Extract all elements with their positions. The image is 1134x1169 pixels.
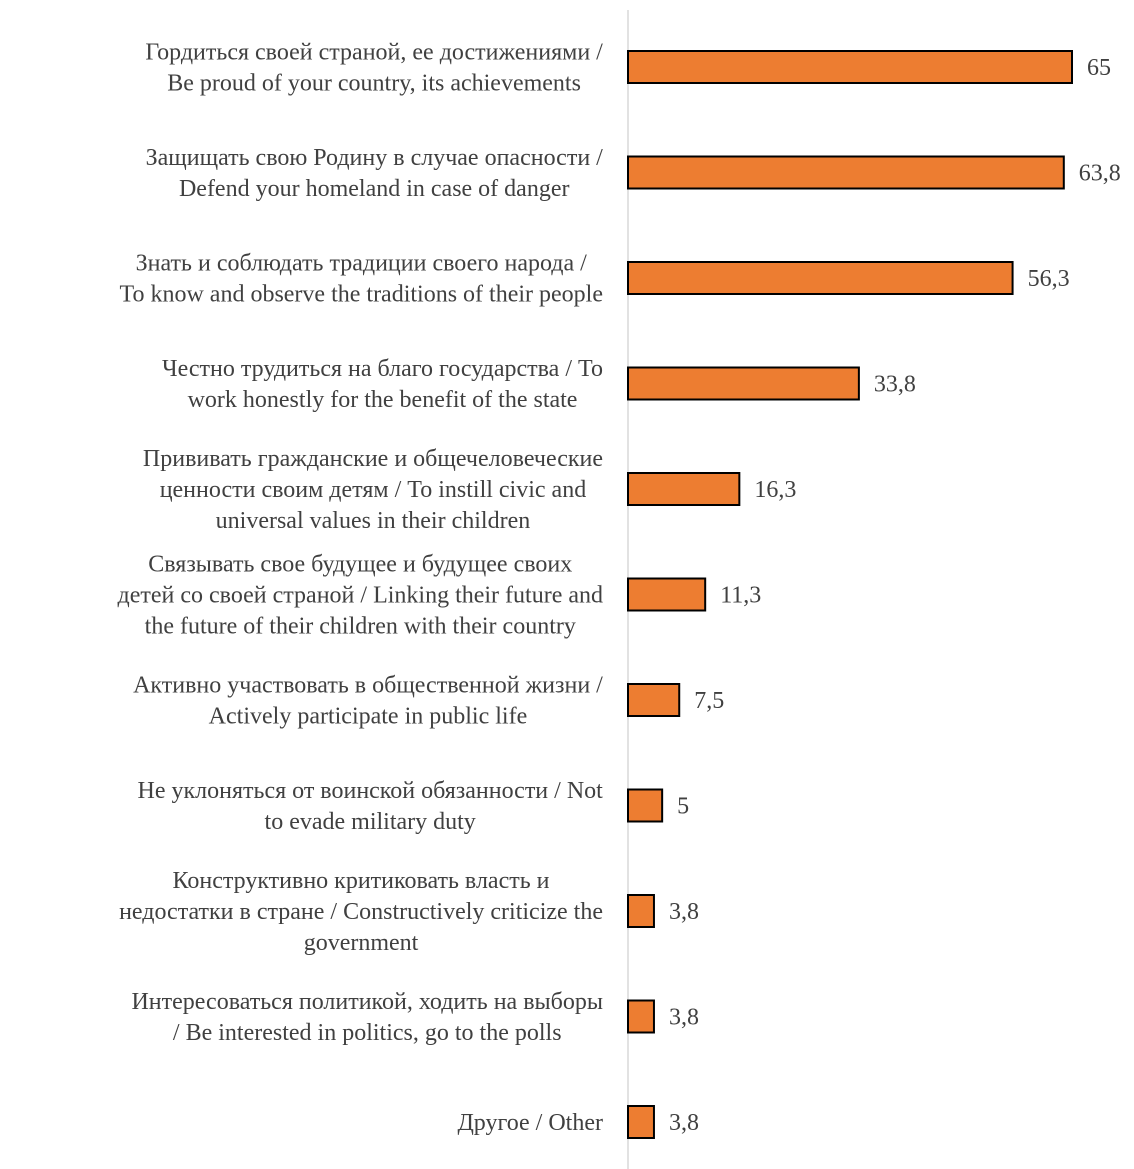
category-label-line: ценности своим детям / To instill civic …	[160, 477, 587, 503]
category-labels-group: Гордиться своей страной, ее достижениями…	[118, 40, 604, 1137]
category-label-line: Знать и соблюдать традиции своего народа…	[136, 251, 588, 277]
value-label: 11,3	[720, 583, 761, 609]
bar	[627, 472, 741, 506]
category-label-line: Прививать гражданские и общечеловеческие	[143, 446, 603, 472]
category-label-line: work honestly for the benefit of the sta…	[188, 387, 578, 413]
category-label-line: Защищать свою Родину в случае опасности …	[146, 145, 604, 171]
category-label: Связывать свое будущее и будущее своих де…	[118, 552, 603, 640]
category-label-line: Активно участвовать в общественной жизни…	[133, 673, 603, 699]
bar	[627, 366, 860, 401]
category-label-line: government	[304, 930, 419, 956]
bar	[627, 1105, 655, 1139]
bar	[627, 155, 1065, 190]
category-label-line: Не уклоняться от воинской обязанности / …	[138, 778, 604, 804]
category-label: Активно участвовать в общественной жизни…	[133, 673, 603, 730]
category-label-line: Связывать свое будущее и будущее своих	[148, 552, 572, 578]
category-label-line: Defend your homeland in case of danger	[179, 176, 570, 202]
category-label-line: Другое / Other	[457, 1110, 603, 1136]
category-label-line: Гордиться своей страной, ее достижениями…	[145, 40, 603, 66]
category-label-line: universal values in their children	[216, 508, 531, 534]
category-label: Честно трудиться на благо государства / …	[162, 356, 603, 413]
category-label-line: Конструктивно критиковать власть и	[173, 868, 550, 894]
value-label: 33,8	[874, 372, 916, 398]
category-label: Другое / Other	[457, 1110, 603, 1136]
bar	[627, 894, 655, 928]
value-label: 3,8	[669, 899, 699, 925]
category-label-line: / Be interested in politics, go to the p…	[173, 1020, 562, 1046]
bars-group	[627, 50, 1073, 1139]
value-label: 56,3	[1028, 266, 1070, 292]
value-label: 5	[677, 794, 689, 820]
category-label: Не уклоняться от воинской обязанности / …	[138, 778, 604, 835]
value-label: 3,8	[669, 1005, 699, 1031]
category-label: Знать и соблюдать традиции своего народа…	[119, 251, 603, 308]
value-label: 16,3	[754, 477, 796, 503]
category-label-line: Интересоваться политикой, ходить на выбо…	[131, 989, 603, 1015]
category-label: Прививать гражданские и общечеловеческие…	[143, 446, 603, 534]
category-label-line: детей со своей страной / Linking their f…	[118, 583, 603, 609]
bar	[627, 577, 707, 612]
category-label-line: Честно трудиться на благо государства / …	[162, 356, 603, 382]
category-label: Интересоваться политикой, ходить на выбо…	[131, 989, 603, 1046]
category-label: Защищать свою Родину в случае опасности …	[146, 145, 604, 202]
value-label: 63,8	[1079, 161, 1121, 187]
category-label-line: To know and observe the traditions of th…	[119, 282, 603, 308]
category-label-line: Actively participate in public life	[209, 704, 528, 730]
bar	[627, 261, 1014, 295]
value-label: 3,8	[669, 1110, 699, 1136]
bar	[627, 999, 655, 1034]
value-labels-group: 65 63,8 56,3 33,8 16,3 11,3 7,5 5 3,8 3,8 3,8	[669, 55, 1121, 1136]
value-label: 65	[1087, 55, 1111, 81]
category-label-line: Be proud of your country, its achievemen…	[167, 71, 581, 97]
category-label: Конструктивно критиковать власть и недост…	[119, 868, 603, 956]
bar	[627, 788, 664, 823]
bar	[627, 683, 681, 717]
bar	[627, 50, 1073, 84]
category-label: Гордиться своей страной, ее достижениями…	[145, 40, 603, 97]
category-label-line: недостатки в стране / Constructively cri…	[119, 899, 603, 925]
value-label: 7,5	[694, 688, 724, 714]
category-label-line: the future of their children with their …	[145, 614, 576, 640]
category-label-line: to evade military duty	[265, 809, 476, 835]
